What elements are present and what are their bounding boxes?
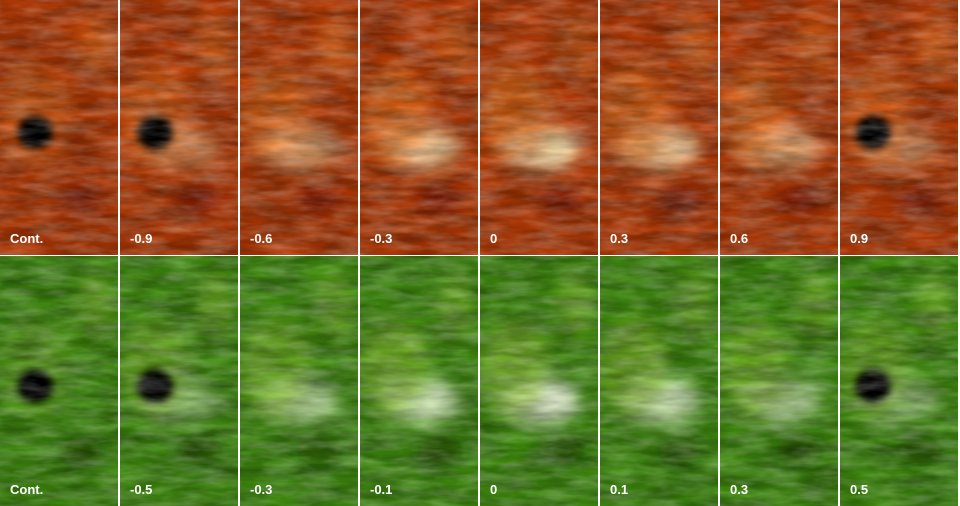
texture xyxy=(360,0,478,255)
image-panel xyxy=(720,0,838,255)
panel-label: 0.3 xyxy=(610,231,628,246)
image-panel xyxy=(480,256,598,506)
texture xyxy=(120,0,238,255)
separator xyxy=(358,0,360,506)
image-panel xyxy=(600,0,718,255)
panel-label: 0 xyxy=(490,482,497,497)
texture xyxy=(600,0,718,255)
texture xyxy=(600,256,718,506)
texture xyxy=(720,256,838,506)
image-panel xyxy=(480,0,598,255)
separator xyxy=(238,0,240,506)
panel-label: 0.3 xyxy=(730,482,748,497)
image-panel xyxy=(360,256,478,506)
texture xyxy=(0,0,118,255)
texture xyxy=(240,0,358,255)
panel-label: Cont. xyxy=(10,482,43,497)
image-panel xyxy=(840,256,958,506)
panel-label: -0.5 xyxy=(130,482,152,497)
panel-label: -0.9 xyxy=(130,231,152,246)
separator xyxy=(718,0,720,506)
panel-label: -0.1 xyxy=(370,482,392,497)
panel-label: 0.5 xyxy=(850,482,868,497)
panel-label: Cont. xyxy=(10,231,43,246)
texture xyxy=(360,256,478,506)
panel-label: 0.9 xyxy=(850,231,868,246)
image-panel xyxy=(720,256,838,506)
texture xyxy=(120,256,238,506)
panel-label: -0.6 xyxy=(250,231,272,246)
panel-label: 0.6 xyxy=(730,231,748,246)
image-panel xyxy=(120,256,238,506)
separator xyxy=(598,0,600,506)
image-panel xyxy=(240,0,358,255)
separator xyxy=(478,0,480,506)
texture xyxy=(840,0,958,255)
image-panel xyxy=(360,0,478,255)
panel-label: 0 xyxy=(490,231,497,246)
panel-label: -0.3 xyxy=(250,482,272,497)
image-panel xyxy=(0,256,118,506)
texture xyxy=(0,256,118,506)
separator xyxy=(0,255,960,256)
panel-label: 0.1 xyxy=(610,482,628,497)
panel-label: -0.3 xyxy=(370,231,392,246)
image-panel xyxy=(120,0,238,255)
image-panel xyxy=(840,0,958,255)
texture xyxy=(720,0,838,255)
separator xyxy=(838,0,840,506)
texture xyxy=(240,256,358,506)
image-panel xyxy=(0,0,118,255)
image-panel xyxy=(600,256,718,506)
texture xyxy=(840,256,958,506)
separator xyxy=(118,0,120,506)
image-panel xyxy=(240,256,358,506)
texture xyxy=(480,256,598,506)
texture xyxy=(480,0,598,255)
